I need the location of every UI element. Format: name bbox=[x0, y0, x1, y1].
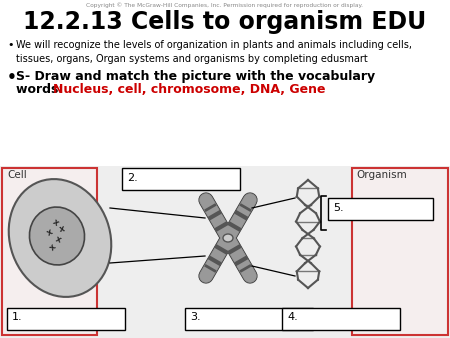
Text: Copyright © The McGraw-Hill Companies, Inc. Permission required for reproduction: Copyright © The McGraw-Hill Companies, I… bbox=[86, 2, 364, 8]
Text: Organism: Organism bbox=[356, 170, 407, 180]
Bar bbox=[7, 308, 125, 330]
Text: 5.: 5. bbox=[333, 203, 344, 213]
Text: 3.: 3. bbox=[190, 312, 201, 322]
Text: 1.: 1. bbox=[12, 312, 22, 322]
Text: X: X bbox=[54, 236, 62, 244]
Text: We will recognize the levels of organization in plants and animals including cel: We will recognize the levels of organiza… bbox=[16, 40, 412, 64]
Text: 4.: 4. bbox=[287, 312, 298, 322]
Ellipse shape bbox=[223, 234, 233, 242]
Bar bbox=[282, 308, 400, 330]
Bar bbox=[122, 168, 240, 190]
Bar bbox=[0, 166, 450, 338]
Text: •: • bbox=[7, 40, 14, 50]
Ellipse shape bbox=[29, 207, 85, 265]
Bar bbox=[352, 168, 448, 335]
Text: 12.2.13 Cells to organism EDU: 12.2.13 Cells to organism EDU bbox=[23, 10, 427, 34]
Bar bbox=[2, 168, 97, 335]
Bar bbox=[185, 308, 313, 330]
Text: Cell: Cell bbox=[7, 170, 27, 180]
Bar bbox=[0, 0, 450, 168]
Text: •: • bbox=[7, 70, 17, 85]
Text: words:: words: bbox=[16, 83, 68, 96]
Text: Nucleus, cell, chromosome, DNA, Gene: Nucleus, cell, chromosome, DNA, Gene bbox=[53, 83, 325, 96]
Text: X: X bbox=[51, 219, 59, 227]
Bar bbox=[328, 198, 433, 220]
Text: X: X bbox=[46, 229, 54, 237]
Ellipse shape bbox=[9, 179, 111, 297]
Text: S- Draw and match the picture with the vocabulary: S- Draw and match the picture with the v… bbox=[16, 70, 375, 83]
Text: X: X bbox=[49, 244, 57, 252]
Text: 2.: 2. bbox=[127, 173, 138, 183]
Text: X: X bbox=[59, 226, 65, 234]
